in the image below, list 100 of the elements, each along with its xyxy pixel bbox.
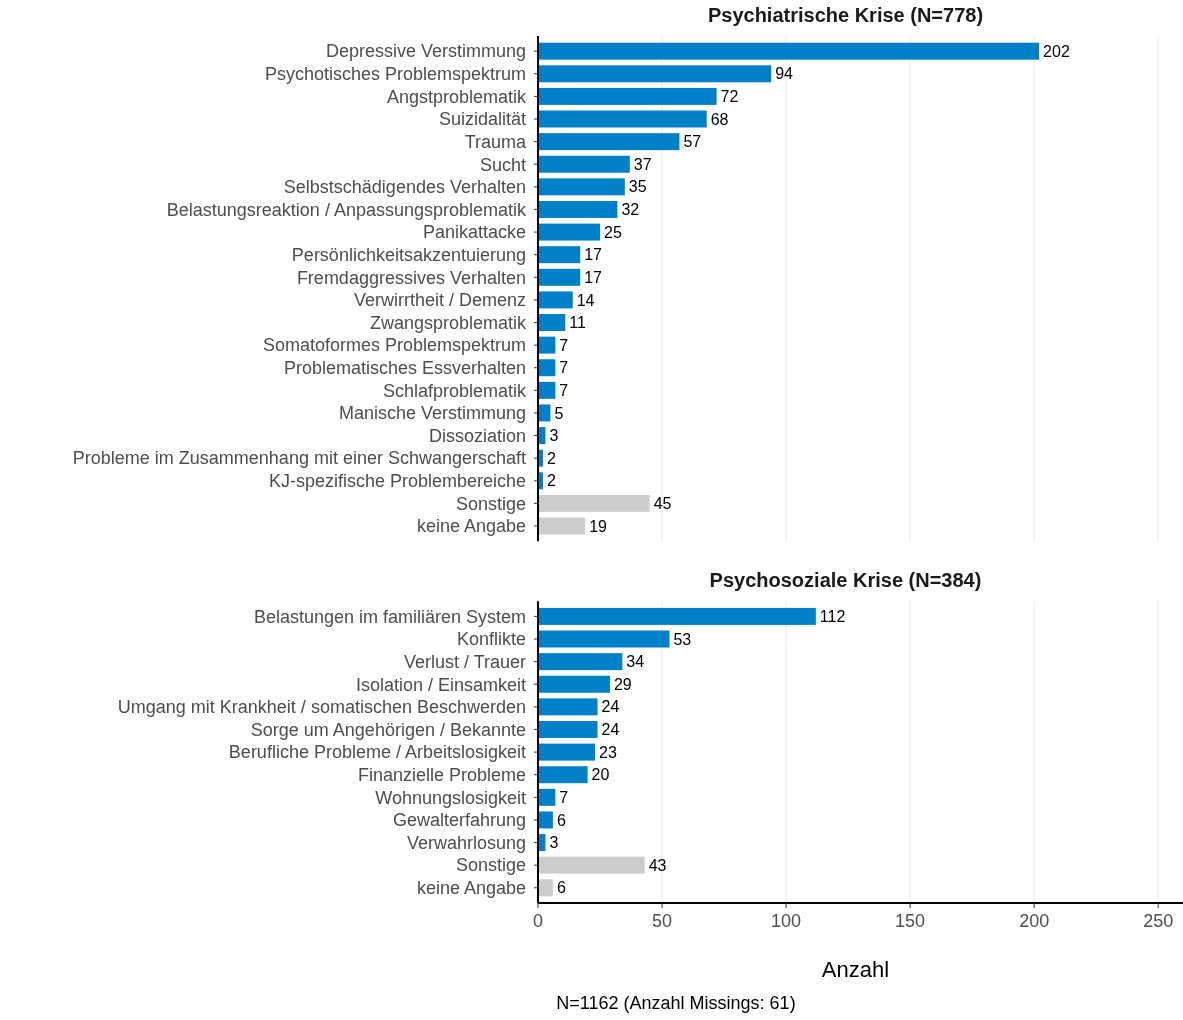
chart-title: Psychiatrische Krise (N=778) (707, 4, 984, 26)
y-tick-label: Sonstige (455, 855, 526, 876)
y-tick-label: Verlust / Trauer (403, 651, 526, 672)
bar (538, 698, 598, 716)
text: N=1162 (Anzahl Missings: 61) (556, 993, 796, 1013)
bar (538, 743, 596, 761)
y-tick-label: Gewalterfahrung (392, 810, 526, 831)
bar (538, 721, 598, 738)
y-tick-label: Berufliche Probleme / Arbeitslosigkeit (228, 742, 526, 763)
bar (538, 65, 772, 83)
x-axis-title: Anzahl (821, 957, 890, 982)
data-label: 32 (621, 201, 640, 219)
bar (538, 381, 556, 399)
bar (538, 811, 553, 829)
bar (538, 87, 717, 105)
data-label: 20 (591, 766, 610, 784)
data-label: 35 (628, 178, 647, 196)
data-label: 45 (653, 495, 672, 512)
y-tick-label: Persönlichkeitsakzentuierung (291, 244, 526, 265)
y-tick-label: Schlafproblematik (382, 380, 527, 401)
y-tick-label: Zwangsproblematik (369, 312, 527, 333)
data-label: 43 (648, 856, 667, 874)
bar (538, 110, 707, 128)
bar (538, 42, 1040, 60)
y-tick-label: Somatoformes Problemspektrum (262, 335, 526, 356)
data-label: 37 (633, 155, 652, 173)
y-tick-label: keine Angabe (416, 878, 526, 899)
y-tick-label: Problematisches Essverhalten (283, 358, 526, 379)
y-tick-label: Suizidalität (438, 109, 526, 130)
data-label: 6 (556, 811, 566, 829)
data-label: 34 (626, 653, 645, 671)
y-tick-label: Depressive Verstimmung (325, 41, 526, 62)
data-label: 57 (683, 133, 702, 151)
bar (538, 630, 670, 648)
data-label: 94 (775, 65, 794, 83)
bar (538, 223, 601, 241)
bar (538, 291, 573, 309)
bar (538, 675, 610, 693)
y-tick-label: Psychotisches Problemspektrum (264, 64, 526, 85)
data-label: 25 (604, 223, 622, 241)
chart-title: Psychosoziale Krise (N=384) (709, 569, 982, 592)
bar (538, 336, 556, 354)
data-label: 17 (584, 246, 603, 264)
y-tick-label: Isolation / Einsamkeit (355, 674, 526, 695)
data-label: 6 (556, 879, 566, 897)
y-tick-label: Panikattacke (422, 222, 526, 243)
y-tick-label: Selbstschädigendes Verhalten (283, 177, 526, 198)
y-tick-label: Manische Verstimmung (338, 403, 526, 424)
y-tick-label: Sucht (479, 154, 526, 175)
data-label: 14 (576, 291, 595, 309)
bar (538, 607, 816, 625)
bar (538, 155, 630, 173)
data-label: 7 (559, 336, 569, 354)
data-label: 11 (569, 314, 586, 332)
data-label: 17 (584, 268, 603, 286)
data-label: 202 (1043, 42, 1070, 60)
bar (538, 268, 581, 286)
y-tick-label: Finanzielle Probleme (357, 765, 526, 786)
data-label: 2 (546, 449, 556, 467)
x-tick-label: 50 (652, 911, 673, 931)
x-tick-label: 100 (771, 911, 802, 931)
bar (538, 856, 645, 874)
data-label: 7 (559, 788, 569, 806)
data-label: 5 (554, 404, 564, 422)
data-label: 7 (559, 381, 569, 399)
data-label: 3 (549, 427, 559, 445)
bar (538, 200, 618, 218)
data-label: 7 (559, 359, 569, 377)
y-tick-label: Fremdaggressives Verhalten (296, 267, 526, 288)
y-tick-label: Wohnungslosigkeit (375, 787, 526, 808)
data-label: 29 (613, 675, 632, 693)
bar (538, 766, 588, 784)
y-tick-label: Verwahrlosung (406, 832, 526, 853)
bar (538, 494, 650, 512)
data-label: 68 (710, 110, 729, 128)
data-label: 24 (601, 721, 620, 739)
bar (538, 178, 625, 196)
y-tick-label: Konflikte (456, 629, 526, 650)
y-tick-label: Probleme im Zusammenhang mit einer Schwangerschaft (72, 448, 526, 469)
data-label: 24 (601, 698, 620, 716)
bar (538, 653, 623, 671)
data-label: 112 (819, 608, 846, 625)
y-tick-label: Umgang mit Krankheit / somatischen Beschwerden (117, 697, 526, 718)
y-tick-label: Dissoziation (428, 425, 526, 446)
data-label: 19 (589, 517, 608, 535)
bar (538, 314, 566, 331)
y-tick-label: Trauma (464, 131, 527, 152)
bar (538, 788, 556, 806)
y-tick-label: Sonstige (455, 493, 526, 514)
data-label: 3 (549, 834, 559, 852)
y-tick-label: Sorge um Angehörigen / Bekannte (250, 719, 526, 740)
data-label: 72 (720, 88, 739, 106)
data-label: 2 (546, 472, 556, 490)
bar (538, 879, 553, 897)
y-tick-label: Angstproblematik (386, 86, 527, 107)
bar (538, 246, 581, 264)
bar (538, 359, 556, 377)
x-tick-label: 150 (895, 911, 926, 931)
y-tick-label: Verwirrtheit / Demenz (353, 290, 526, 311)
y-tick-label: Belastungen im familiären System (253, 606, 526, 627)
